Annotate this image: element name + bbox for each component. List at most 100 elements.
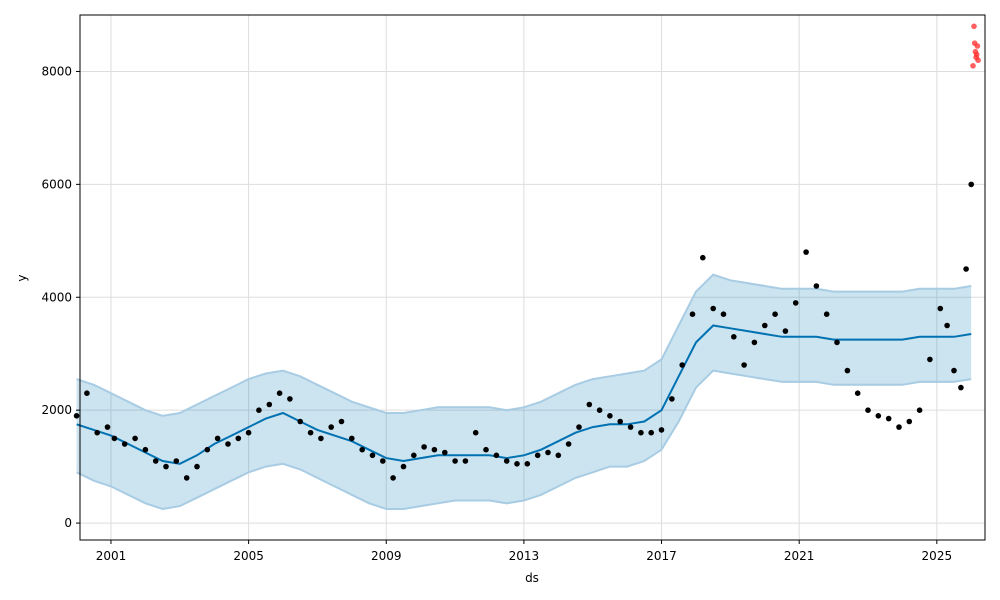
observed-point	[132, 435, 138, 442]
plot-frame	[79, 14, 986, 541]
observed-point	[772, 311, 778, 318]
observed-point	[104, 424, 111, 430]
observed-point	[710, 305, 716, 312]
future-point	[970, 63, 976, 69]
observed-point	[648, 429, 654, 436]
observed-point	[142, 446, 149, 453]
future-points	[970, 23, 981, 69]
observed-point	[94, 429, 100, 436]
observed-point	[225, 441, 231, 447]
upper-bound-line	[76, 273, 972, 417]
lower-bound-line	[76, 369, 972, 511]
observed-point	[751, 339, 758, 346]
observed-point	[534, 452, 541, 459]
observed-point	[183, 475, 190, 481]
observed-point	[596, 407, 603, 414]
future-point	[974, 43, 981, 49]
observed-point	[944, 322, 950, 329]
observed-point	[782, 328, 789, 334]
x-tick-label: 2025	[922, 549, 953, 563]
y-tick-label: 6000	[41, 177, 72, 191]
y-tick-label: 4000	[41, 290, 72, 304]
observed-point	[916, 407, 923, 414]
observed-point	[951, 367, 957, 374]
observed-point	[256, 407, 262, 414]
y-axis-ticks: 0 2000 4000 6000 8000	[41, 64, 80, 530]
observed-point	[462, 458, 469, 464]
observed-point	[741, 362, 747, 368]
observed-point	[431, 446, 438, 453]
observed-point	[214, 435, 221, 442]
x-tick-label: 2001	[96, 549, 127, 563]
observed-point	[390, 475, 396, 481]
observed-point	[968, 181, 974, 188]
observed-point	[576, 424, 582, 430]
observed-point	[762, 322, 768, 329]
observed-point	[194, 463, 200, 470]
observed-points	[73, 181, 974, 481]
observed-point	[245, 429, 252, 436]
x-axis-label: ds	[525, 571, 539, 585]
observed-point	[896, 424, 902, 430]
observed-point	[483, 446, 489, 453]
observed-point	[318, 435, 324, 442]
future-point	[973, 51, 980, 58]
uncertainty-area	[76, 274, 972, 509]
observed-point	[658, 427, 665, 433]
observed-point	[813, 283, 820, 289]
observed-point	[152, 458, 159, 464]
observed-point	[338, 418, 345, 425]
observed-point	[823, 311, 830, 318]
observed-point	[638, 429, 644, 436]
observed-point	[937, 305, 944, 312]
grid	[80, 15, 985, 540]
observed-point	[173, 458, 180, 464]
y-tick-label: 2000	[41, 403, 72, 417]
observed-point	[607, 413, 613, 419]
observed-point	[400, 463, 407, 470]
x-tick-label: 2005	[233, 549, 264, 563]
observed-point	[307, 429, 314, 436]
observed-point	[380, 458, 386, 464]
observed-point	[586, 401, 593, 408]
future-point	[975, 57, 981, 63]
observed-point	[276, 390, 283, 397]
observed-point	[421, 444, 427, 450]
x-axis-ticks: 2001 2005 2009 2013 2017 2021 2025	[96, 540, 952, 563]
observed-point	[452, 458, 458, 464]
observed-point	[700, 254, 706, 261]
observed-point	[266, 401, 273, 408]
observed-point	[875, 413, 882, 419]
x-tick-label: 2009	[371, 549, 402, 563]
observed-point	[669, 396, 675, 402]
observed-point	[885, 415, 892, 422]
observed-point	[958, 384, 964, 391]
observed-point	[204, 446, 211, 453]
observed-point	[731, 334, 737, 340]
observed-point	[503, 458, 510, 464]
observed-point	[545, 449, 551, 456]
x-tick-label: 2021	[784, 549, 815, 563]
uncertainty-band	[76, 273, 972, 511]
observed-point	[235, 435, 242, 442]
observed-point	[163, 463, 169, 470]
observed-point	[617, 418, 623, 425]
observed-point	[963, 266, 969, 272]
observed-point	[411, 452, 417, 459]
observed-point	[328, 424, 335, 430]
x-tick-label: 2013	[509, 549, 540, 563]
observed-point	[493, 452, 500, 459]
y-tick-label: 0	[64, 516, 72, 530]
observed-point	[927, 356, 933, 363]
observed-point	[359, 446, 366, 453]
observed-point	[349, 435, 355, 442]
observed-point	[865, 407, 871, 414]
observed-point	[844, 367, 851, 374]
observed-point	[792, 300, 799, 306]
yhat-line	[76, 324, 972, 465]
y-tick-label: 8000	[41, 64, 72, 78]
y-axis-label: y	[15, 274, 29, 281]
observed-point	[906, 418, 913, 425]
observed-point	[442, 449, 448, 456]
